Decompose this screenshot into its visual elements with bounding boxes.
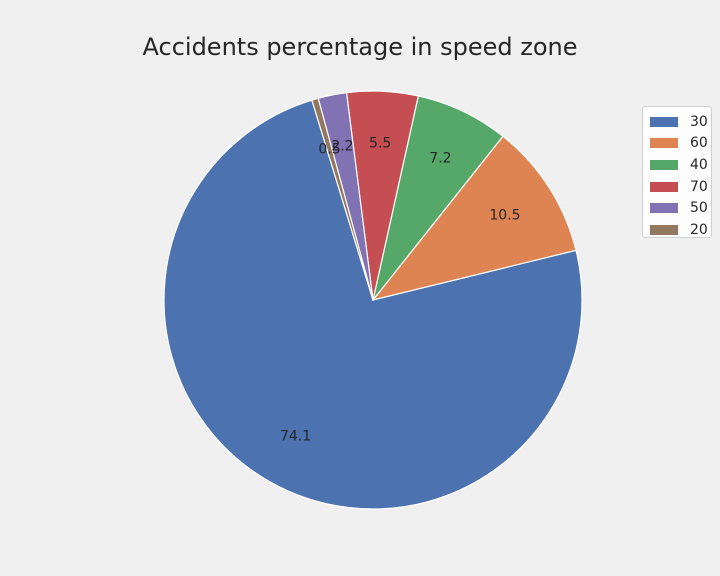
chart-legend: 30 60 40 70 50 20 (642, 106, 712, 238)
legend-item: 70 (650, 176, 711, 198)
legend-swatch (650, 138, 678, 149)
legend-label: 20 (690, 221, 708, 238)
legend-item: 40 (650, 154, 711, 176)
slice-value-label: 2.2 (331, 138, 353, 154)
chart-title: Accidents percentage in speed zone (142, 33, 578, 61)
legend-label: 70 (690, 178, 708, 195)
slice-value-label: 10.5 (489, 207, 520, 223)
legend-item: 50 (650, 197, 711, 219)
pie-slice-labels: 74.1 10.5 7.2 5.5 2.20.5 (280, 135, 521, 444)
legend-swatch (650, 116, 678, 127)
legend-label: 50 (690, 200, 708, 217)
slice-value-label: 0.5 (318, 141, 340, 157)
legend-label: 30 (690, 113, 708, 130)
legend-item: 20 (650, 219, 711, 241)
pie-slice-30 (163, 99, 583, 510)
legend-item: 60 (650, 133, 711, 155)
legend-swatch (650, 181, 678, 192)
slice-value-label: 5.5 (369, 135, 391, 151)
legend-swatch (650, 203, 678, 214)
slice-value-label: 7.2 (429, 151, 451, 167)
slice-value-label: 74.1 (280, 428, 311, 444)
pie-slices (163, 90, 583, 510)
pie-slice-60 (371, 135, 577, 301)
legend-label: 60 (690, 135, 708, 152)
legend-item: 30 (650, 111, 711, 133)
legend-swatch (650, 224, 678, 235)
legend-label: 40 (690, 156, 708, 173)
legend-swatch (650, 159, 678, 170)
pie-slice-20 (311, 97, 374, 301)
